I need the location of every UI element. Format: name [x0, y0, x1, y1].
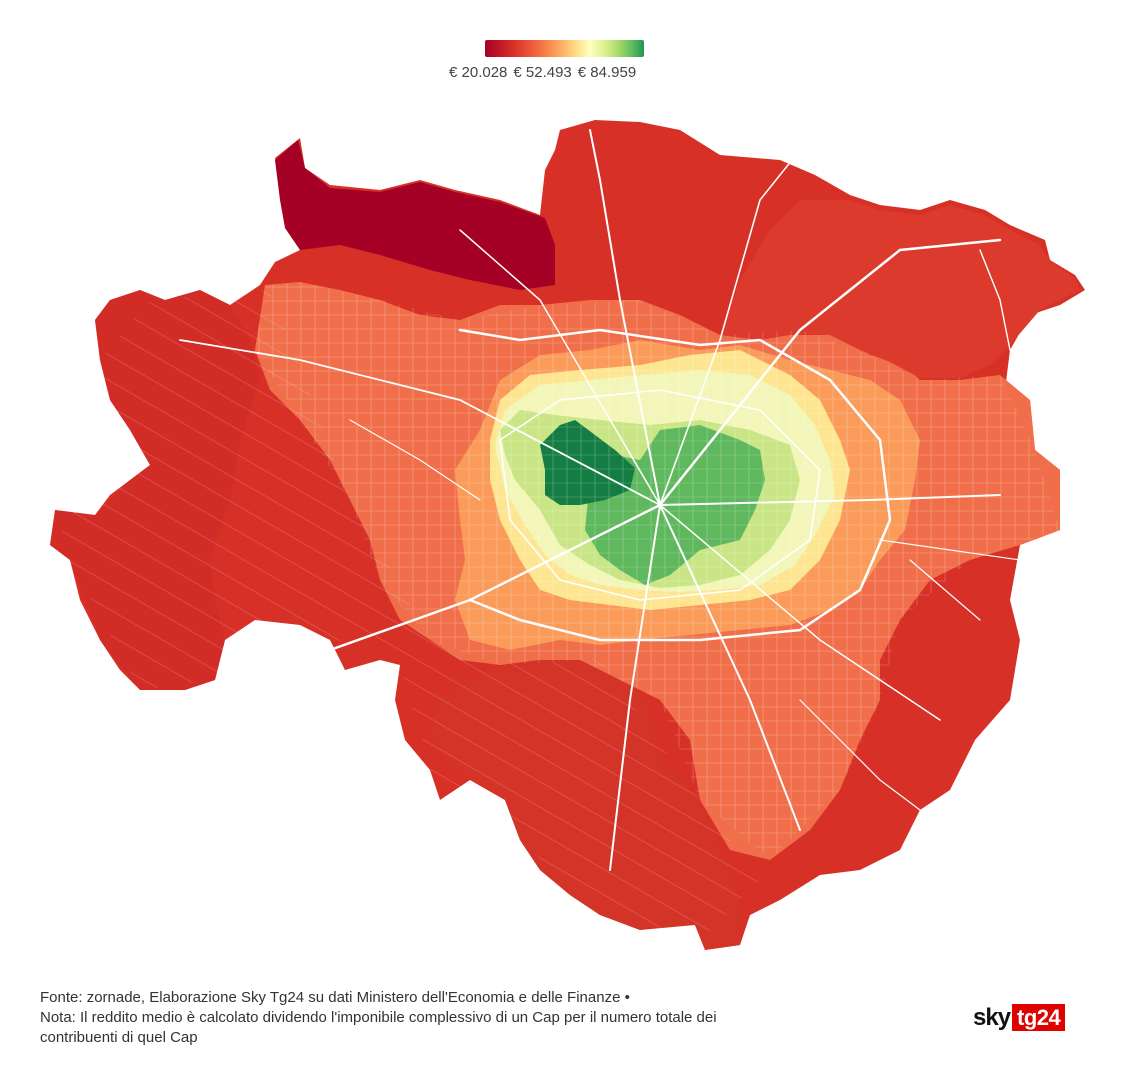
- street-texture-diagonal: [55, 290, 760, 940]
- zone-north-east: [720, 200, 1080, 378]
- legend-labels: € 20.028 € 52.493 € 84.959: [449, 64, 642, 81]
- legend-gradient-bar: [485, 40, 644, 57]
- logo-tg24-badge: tg24: [1012, 1004, 1066, 1031]
- sky-tg24-logo: sky tg24: [973, 1003, 1066, 1031]
- source-line: Fonte: zornade, Elaborazione Sky Tg24 su…: [40, 989, 630, 1006]
- note-line-2: contribuenti di quel Cap: [40, 1029, 198, 1046]
- radial-roads: [179, 129, 1021, 871]
- source-note: Fonte: zornade, Elaborazione Sky Tg24 su…: [40, 988, 920, 1048]
- note-line-1: Nota: Il reddito medio è calcolato divid…: [40, 1009, 717, 1026]
- logo-sky-text: sky: [973, 1003, 1011, 1031]
- milan-income-map: [50, 120, 1085, 950]
- legend-min-label: € 20.028: [449, 64, 508, 81]
- legend-mid-label: € 52.493: [513, 64, 572, 81]
- legend-max-label: € 84.959: [577, 64, 637, 81]
- street-texture: [255, 282, 1060, 860]
